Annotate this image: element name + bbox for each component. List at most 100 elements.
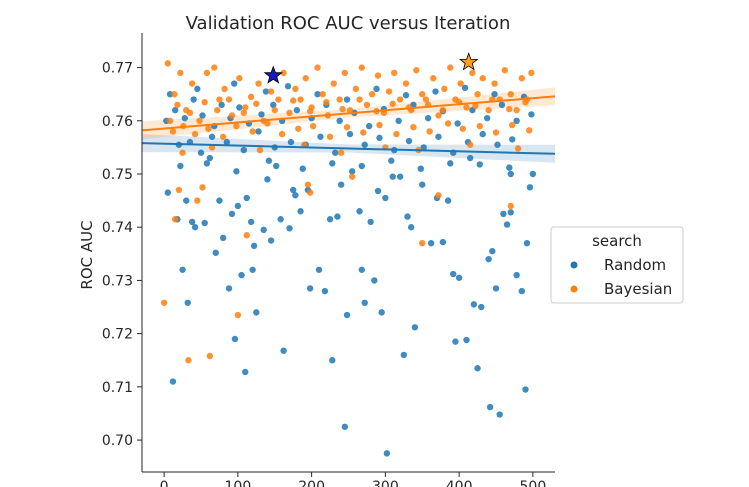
data-point-random — [230, 80, 238, 87]
data-point-random — [242, 368, 249, 376]
data-point-random — [332, 149, 339, 156]
data-point-random — [238, 271, 245, 279]
data-point-random — [249, 266, 256, 273]
data-point-bayesian — [513, 106, 520, 114]
data-point-random — [184, 299, 191, 306]
data-point-bayesian — [304, 181, 312, 188]
data-point-random — [334, 213, 341, 220]
data-point-bayesian — [199, 184, 206, 191]
data-point-bayesian — [435, 192, 442, 199]
data-point-random — [289, 186, 297, 194]
data-point-random — [498, 101, 506, 109]
y-tick-label: 0.75 — [102, 167, 133, 183]
data-point-bayesian — [514, 145, 522, 152]
data-point-bayesian — [391, 69, 398, 77]
data-point-bayesian — [507, 90, 514, 98]
data-point-bayesian — [221, 85, 228, 93]
data-point-random — [507, 209, 514, 216]
data-point-bayesian — [525, 127, 533, 134]
data-point-random — [470, 301, 478, 308]
data-point-bayesian — [314, 64, 321, 71]
data-point-bayesian — [280, 69, 287, 77]
data-point-random — [424, 114, 432, 122]
data-point-random — [427, 239, 435, 247]
data-point-random — [171, 106, 179, 114]
y-tick-label: 0.72 — [102, 327, 133, 343]
data-point-bayesian — [326, 133, 334, 140]
x-tick-label: 100 — [225, 479, 252, 487]
data-point-bayesian — [319, 90, 326, 98]
data-point-bayesian — [356, 96, 363, 103]
data-point-random — [405, 137, 413, 145]
data-point-random — [206, 154, 214, 162]
data-point-bayesian — [389, 100, 396, 107]
data-point-bayesian — [363, 101, 371, 109]
data-point-bayesian — [501, 67, 509, 74]
data-point-random — [317, 133, 324, 140]
data-point-random — [492, 285, 500, 292]
data-point-random — [378, 309, 385, 316]
data-point-random — [164, 189, 172, 196]
data-point-random — [212, 249, 219, 256]
data-point-bayesian — [447, 64, 454, 71]
data-point-bayesian — [410, 123, 417, 131]
y-tick-label: 0.77 — [102, 61, 133, 77]
data-point-bayesian — [191, 130, 199, 138]
data-point-bayesian — [196, 117, 203, 125]
data-point-bayesian — [160, 299, 168, 306]
data-point-random — [177, 162, 184, 170]
data-point-random — [253, 309, 260, 316]
data-point-random — [382, 194, 389, 202]
data-point-random — [450, 270, 457, 278]
data-point-random — [201, 219, 208, 227]
data-point-bayesian — [419, 90, 426, 98]
data-point-random — [225, 285, 233, 292]
data-point-random — [287, 138, 295, 146]
data-point-random — [518, 287, 526, 295]
data-point-bayesian — [205, 125, 212, 132]
data-point-random — [218, 101, 225, 109]
data-point-bayesian — [393, 130, 400, 138]
data-point-random — [528, 111, 535, 118]
legend: search Random Bayesian — [550, 226, 684, 304]
data-point-bayesian — [352, 85, 360, 93]
data-point-random — [292, 192, 299, 199]
data-point-bayesian — [476, 122, 483, 130]
data-point-random — [404, 213, 411, 220]
data-point-random — [260, 226, 267, 234]
data-point-bayesian — [466, 141, 474, 148]
data-point-random — [420, 144, 427, 151]
data-point-random — [529, 170, 537, 178]
data-point-bayesian — [188, 80, 196, 87]
data-point-bayesian — [441, 85, 448, 93]
data-point-random — [190, 96, 197, 103]
data-point-random — [523, 239, 531, 247]
data-point-random — [506, 164, 513, 171]
data-point-random — [329, 160, 336, 167]
data-point-random — [455, 274, 463, 281]
data-point-random — [447, 160, 454, 167]
data-point-random — [503, 221, 511, 228]
data-point-random — [479, 130, 486, 138]
data-point-random — [507, 170, 514, 178]
data-point-random — [346, 130, 354, 138]
data-point-random — [356, 208, 363, 215]
data-point-bayesian — [225, 96, 233, 103]
data-point-random — [236, 104, 243, 111]
data-point-bayesian — [234, 311, 242, 319]
data-point-random — [489, 247, 496, 255]
data-point-bayesian — [507, 202, 514, 210]
data-point-bayesian — [336, 96, 343, 103]
data-point-bayesian — [528, 69, 535, 77]
data-point-random — [343, 96, 351, 103]
data-point-bayesian — [169, 128, 177, 135]
best-markers — [263, 52, 479, 84]
data-point-random — [509, 136, 516, 143]
data-point-bayesian — [302, 75, 309, 82]
data-point-random — [395, 117, 402, 125]
legend-box — [550, 226, 684, 304]
data-point-random — [314, 90, 321, 98]
data-point-random — [496, 411, 503, 418]
data-point-bayesian — [186, 109, 194, 117]
data-point-random — [250, 242, 258, 250]
